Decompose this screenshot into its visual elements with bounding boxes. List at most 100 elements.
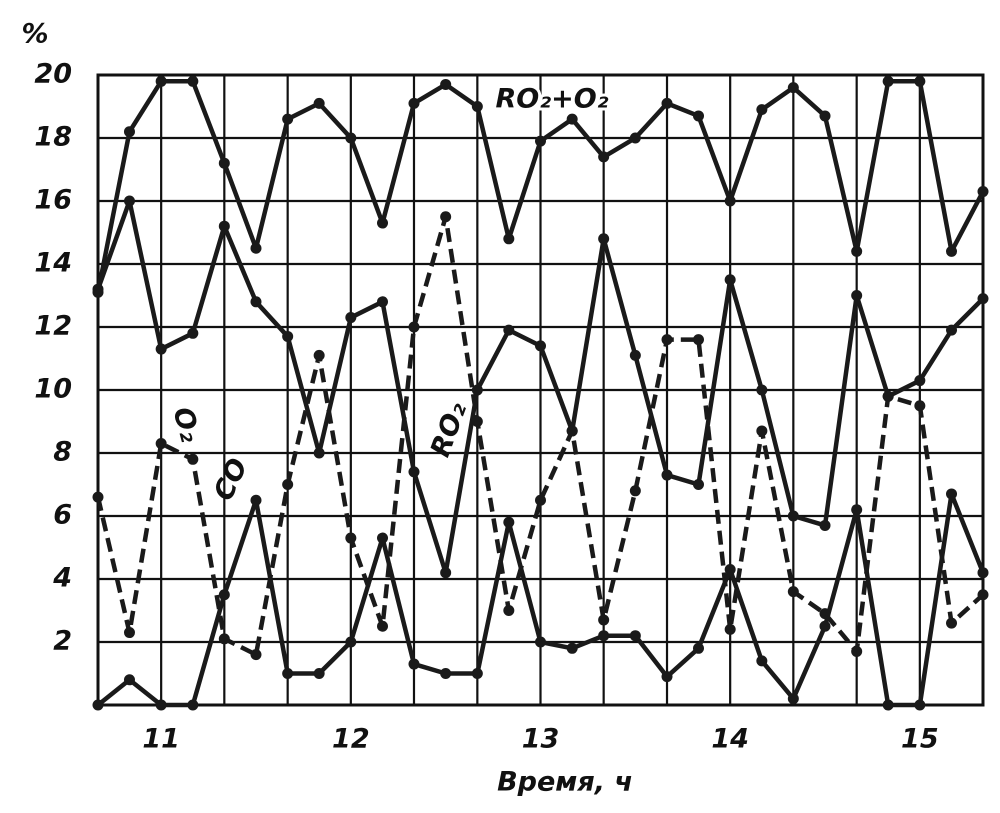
data-point — [535, 340, 546, 352]
data-point — [851, 245, 863, 257]
x-tick-label: 12 — [332, 724, 370, 755]
data-point — [661, 334, 673, 346]
data-point — [661, 97, 673, 109]
data-point — [313, 97, 325, 109]
data-point — [503, 516, 515, 528]
data-point — [503, 233, 515, 245]
data-point — [471, 101, 483, 112]
data-point — [250, 494, 262, 506]
data-point — [977, 589, 989, 601]
data-point — [787, 586, 799, 598]
y-tick-label: 14 — [34, 248, 72, 279]
data-point — [377, 532, 389, 544]
data-point — [155, 343, 167, 355]
data-point — [756, 655, 768, 667]
data-point — [946, 324, 958, 336]
data-point — [819, 519, 831, 531]
data-point — [123, 627, 135, 639]
data-point — [503, 324, 515, 336]
y-tick-label: 4 — [52, 563, 72, 594]
data-point — [787, 510, 799, 522]
x-tick-label: 11 — [142, 724, 180, 755]
data-point — [882, 699, 894, 711]
data-point — [440, 78, 452, 90]
data-point — [218, 633, 230, 645]
data-point — [377, 217, 389, 229]
x-tick-label: 15 — [901, 724, 939, 755]
data-point — [250, 242, 262, 254]
data-point — [377, 296, 389, 308]
data-point — [566, 425, 578, 437]
data-point — [155, 75, 167, 87]
data-point — [155, 438, 167, 450]
data-point — [440, 668, 452, 679]
data-point — [92, 491, 104, 503]
data-point — [598, 233, 610, 245]
data-point — [345, 312, 357, 324]
data-point — [629, 132, 641, 144]
data-point — [218, 220, 230, 232]
x-tick-label: 13 — [522, 724, 560, 755]
data-point — [282, 668, 294, 679]
data-point — [250, 296, 262, 308]
y-tick-label: 2 — [53, 626, 72, 657]
data-point — [250, 649, 262, 661]
data-point — [408, 658, 420, 670]
data-point — [598, 614, 610, 626]
data-point — [629, 485, 641, 497]
data-point — [187, 453, 199, 465]
data-point — [535, 636, 546, 648]
data-point — [629, 349, 641, 361]
data-point — [756, 384, 768, 396]
data-point — [313, 349, 325, 361]
data-point — [851, 290, 863, 301]
y-tick-label: 8 — [53, 437, 72, 468]
x-axis-label: Время, ч — [497, 767, 633, 798]
data-point — [977, 567, 989, 579]
y-tick-label: 16 — [34, 185, 72, 216]
data-point — [692, 642, 704, 654]
data-point — [914, 375, 926, 387]
data-point — [218, 157, 230, 169]
data-point — [819, 110, 831, 122]
data-point — [218, 589, 230, 601]
data-point — [724, 195, 736, 207]
data-point — [787, 82, 799, 94]
data-point — [977, 186, 989, 198]
data-point — [471, 668, 483, 679]
data-point — [92, 283, 104, 295]
data-point — [282, 479, 294, 490]
data-point — [756, 425, 768, 437]
data-point — [155, 699, 167, 711]
data-point — [946, 488, 958, 500]
data-point — [787, 693, 799, 705]
data-point — [187, 75, 199, 87]
data-point — [123, 195, 135, 207]
y-tick-label: 6 — [53, 500, 72, 531]
y-axis-label: % — [21, 19, 48, 50]
data-point — [629, 630, 641, 642]
data-point — [471, 384, 483, 396]
data-point — [345, 636, 357, 648]
data-point — [566, 113, 578, 125]
y-tick-label: 20 — [34, 59, 72, 90]
data-point — [92, 699, 104, 711]
data-point — [598, 151, 610, 163]
data-point — [946, 617, 958, 629]
data-point — [282, 113, 294, 125]
data-point — [440, 567, 452, 579]
data-point — [345, 532, 357, 544]
data-point — [914, 75, 926, 87]
x-tick-label: 14 — [711, 724, 749, 755]
data-point — [977, 293, 989, 305]
data-point — [724, 564, 736, 576]
data-point — [471, 416, 483, 427]
data-point — [313, 447, 325, 459]
data-point — [408, 321, 420, 333]
data-point — [692, 334, 704, 346]
data-point — [187, 327, 199, 339]
data-point — [851, 645, 863, 657]
data-point — [535, 494, 546, 506]
data-point — [503, 605, 515, 616]
